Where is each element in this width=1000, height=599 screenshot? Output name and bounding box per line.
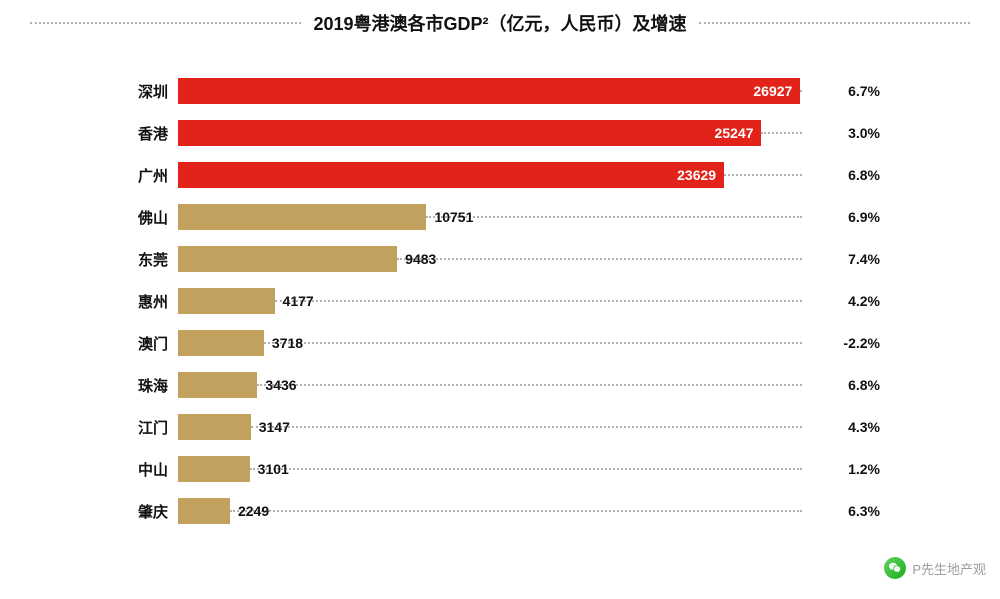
connector-dots xyxy=(275,300,802,302)
growth-value: 3.0% xyxy=(820,125,880,141)
chart-row: 广州 23629 6.8% xyxy=(120,154,880,196)
bar-track: 3436 xyxy=(178,372,802,398)
city-label: 惠州 xyxy=(120,291,168,312)
bar-value: 10751 xyxy=(426,204,473,230)
chart-area: 深圳 26927 6.7% 香港 25247 3.0% 广州 23629 6.8% 佛山 10751… xyxy=(0,50,1000,532)
growth-value: 6.8% xyxy=(820,377,880,393)
bar-value: 3147 xyxy=(251,414,290,440)
chart-row: 深圳 26927 6.7% xyxy=(120,70,880,112)
city-label: 中山 xyxy=(120,459,168,480)
growth-value: 6.9% xyxy=(820,209,880,225)
chart-row: 惠州 4177 4.2% xyxy=(120,280,880,322)
bar xyxy=(178,330,264,356)
growth-value: 7.4% xyxy=(820,251,880,267)
bar-value: 26927 xyxy=(753,83,792,99)
bar-value: 25247 xyxy=(715,125,754,141)
chart-title: 2019粤港澳各市GDP²（亿元，人民币）及增速 xyxy=(301,10,698,36)
bar-track: 2249 xyxy=(178,498,802,524)
chart-row: 澳门 3718 -2.2% xyxy=(120,322,880,364)
bar-value: 3718 xyxy=(264,330,303,356)
bar: 25247 xyxy=(178,120,761,146)
city-label: 香港 xyxy=(120,123,168,144)
chart-row: 香港 25247 3.0% xyxy=(120,112,880,154)
connector-dots xyxy=(397,258,802,260)
city-label: 佛山 xyxy=(120,207,168,228)
title-dots-right xyxy=(699,22,970,24)
connector-dots xyxy=(426,216,802,218)
growth-value: 6.3% xyxy=(820,503,880,519)
city-label: 深圳 xyxy=(120,81,168,102)
city-label: 东莞 xyxy=(120,249,168,270)
connector-dots xyxy=(264,342,802,344)
bar xyxy=(178,414,251,440)
bar-track: 4177 xyxy=(178,288,802,314)
city-label: 江门 xyxy=(120,417,168,438)
growth-value: 4.3% xyxy=(820,419,880,435)
bar-track: 3147 xyxy=(178,414,802,440)
connector-dots xyxy=(230,510,802,512)
bar xyxy=(178,372,257,398)
bar-track: 3718 xyxy=(178,330,802,356)
bar-track: 25247 xyxy=(178,120,802,146)
bar-value: 23629 xyxy=(677,167,716,183)
growth-value: 6.8% xyxy=(820,167,880,183)
title-dots-left xyxy=(30,22,301,24)
chart-row: 中山 3101 1.2% xyxy=(120,448,880,490)
wechat-icon xyxy=(884,557,906,579)
bar-value: 9483 xyxy=(397,246,436,272)
growth-value: 1.2% xyxy=(820,461,880,477)
bar: 26927 xyxy=(178,78,800,104)
bar xyxy=(178,288,275,314)
chart-row: 东莞 9483 7.4% xyxy=(120,238,880,280)
bar-value: 3436 xyxy=(257,372,296,398)
bar-value: 4177 xyxy=(275,288,314,314)
connector-dots xyxy=(761,132,802,134)
growth-value: -2.2% xyxy=(820,335,880,351)
bar-value: 2249 xyxy=(230,498,269,524)
bar xyxy=(178,456,250,482)
connector-dots xyxy=(250,468,802,470)
city-label: 澳门 xyxy=(120,333,168,354)
bar-value: 3101 xyxy=(250,456,289,482)
watermark: P先生地产观 xyxy=(884,557,986,579)
bar-track: 3101 xyxy=(178,456,802,482)
bar: 23629 xyxy=(178,162,724,188)
city-label: 珠海 xyxy=(120,375,168,396)
chart-row: 珠海 3436 6.8% xyxy=(120,364,880,406)
city-label: 肇庆 xyxy=(120,501,168,522)
connector-dots xyxy=(800,90,802,92)
bar xyxy=(178,204,426,230)
chart-row: 佛山 10751 6.9% xyxy=(120,196,880,238)
connector-dots xyxy=(251,426,802,428)
connector-dots xyxy=(724,174,802,176)
growth-value: 4.2% xyxy=(820,293,880,309)
connector-dots xyxy=(257,384,802,386)
chart-row: 肇庆 2249 6.3% xyxy=(120,490,880,532)
bar-track: 26927 xyxy=(178,78,802,104)
chart-row: 江门 3147 4.3% xyxy=(120,406,880,448)
city-label: 广州 xyxy=(120,165,168,186)
watermark-label: P先生地产观 xyxy=(912,559,986,578)
bar-track: 10751 xyxy=(178,204,802,230)
bar-track: 23629 xyxy=(178,162,802,188)
bar xyxy=(178,498,230,524)
bar-track: 9483 xyxy=(178,246,802,272)
growth-value: 6.7% xyxy=(820,83,880,99)
chart-title-row: 2019粤港澳各市GDP²（亿元，人民币）及增速 xyxy=(0,0,1000,50)
bar xyxy=(178,246,397,272)
